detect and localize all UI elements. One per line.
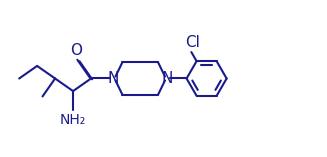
Text: N: N [162, 71, 173, 86]
Text: Cl: Cl [185, 35, 200, 50]
Text: O: O [71, 43, 82, 58]
Text: N: N [107, 71, 119, 86]
Text: NH₂: NH₂ [60, 113, 86, 127]
